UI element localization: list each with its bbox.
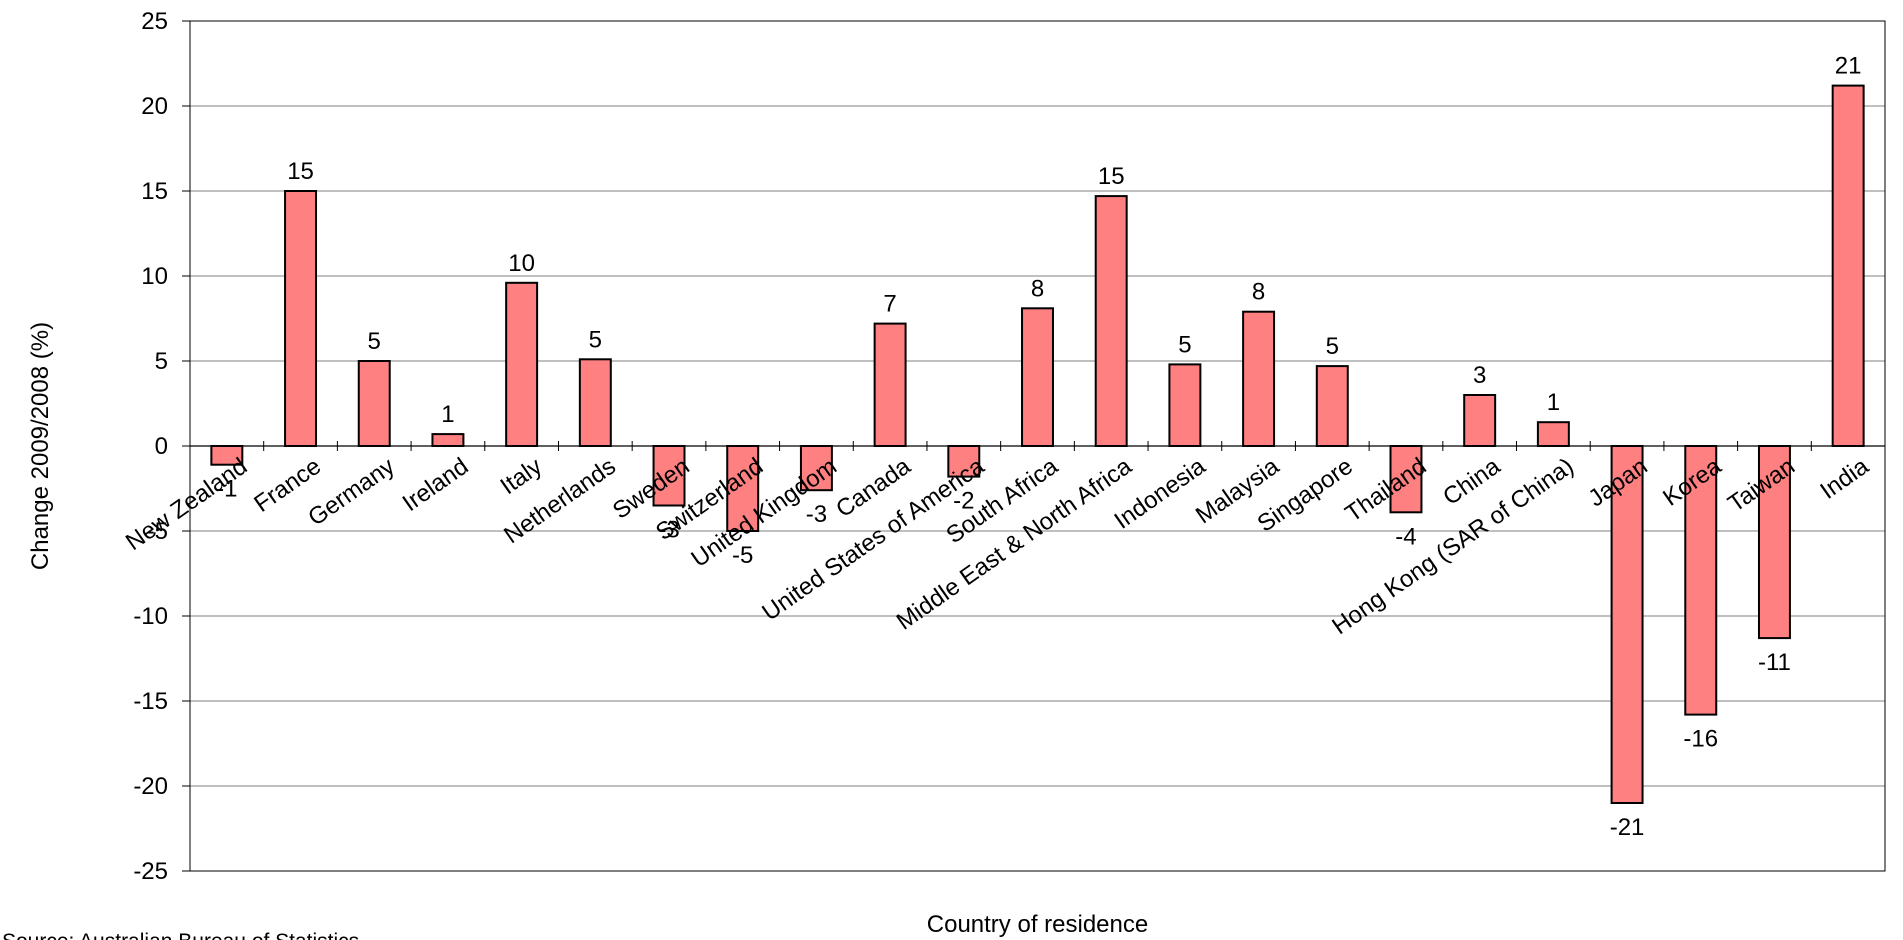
data-label: 3: [1473, 362, 1486, 389]
y-tick-label: 25: [141, 8, 168, 35]
x-tick-label: India: [1815, 452, 1874, 504]
bar: [1831, 84, 1865, 447]
y-tick-label: 20: [141, 93, 168, 120]
y-tick-label: -10: [133, 603, 168, 630]
y-tick-label: 15: [141, 178, 168, 205]
data-label: 15: [1098, 163, 1125, 190]
y-tick-label: -5: [147, 518, 168, 545]
x-axis-title: Country of residence: [927, 911, 1148, 938]
plot-area-border: [189, 20, 1886, 872]
data-label: 15: [287, 158, 314, 185]
bar: [284, 190, 318, 447]
data-label: -3: [806, 501, 827, 528]
bar: [1757, 445, 1791, 640]
bar: [578, 358, 612, 447]
y-tick-label: -20: [133, 773, 168, 800]
data-label: 8: [1031, 275, 1044, 302]
bar: [726, 445, 760, 532]
bar: [357, 360, 391, 447]
bar: [1242, 310, 1276, 448]
bar: [1536, 421, 1570, 448]
y-tick-label: -25: [133, 858, 168, 885]
y-axis-title: Change 2009/2008 (%): [27, 322, 54, 570]
data-label: 7: [883, 291, 896, 318]
data-label: -2: [953, 488, 974, 515]
x-tick-label: New Zealand: [121, 453, 252, 556]
data-label: 5: [589, 326, 602, 353]
data-label: 21: [1835, 53, 1862, 80]
data-label: -16: [1683, 726, 1718, 753]
data-label: 5: [1326, 333, 1339, 360]
bar: [1094, 195, 1128, 447]
data-label: 10: [508, 250, 535, 277]
data-label: -4: [1395, 523, 1416, 550]
bar: [873, 322, 907, 448]
data-label: 8: [1252, 279, 1265, 306]
bar: [1463, 394, 1497, 447]
data-label: -3: [658, 517, 679, 544]
bar: [1315, 365, 1349, 448]
bar: [1389, 445, 1423, 514]
y-tick-label: -15: [133, 688, 168, 715]
bar: [1168, 363, 1202, 447]
source-note: Source: Australian Bureau of Statistics: [2, 930, 359, 940]
bar: [947, 445, 981, 478]
data-label: 5: [368, 328, 381, 355]
y-tick-label: 5: [155, 348, 168, 375]
bar: [652, 445, 686, 507]
data-label: -21: [1610, 814, 1645, 841]
data-labels: -1 15 5 1 10 5 -3 -5 -3 7 -2 8 15 5 8 5 -4 3 1 -21 -16 -11 21: [216, 53, 1861, 841]
bar: [1684, 445, 1718, 716]
bar: [210, 445, 244, 466]
data-label: 1: [1547, 389, 1560, 416]
data-label: -1: [216, 476, 237, 503]
data-label: 1: [441, 401, 454, 428]
y-tick-label: 0: [155, 433, 168, 460]
x-tick-label: Ireland: [398, 453, 474, 517]
bar: [799, 445, 833, 492]
bar: [1021, 307, 1054, 447]
data-label: 5: [1178, 331, 1191, 358]
bar: [505, 281, 539, 447]
bar: [431, 433, 465, 448]
bar: [1610, 445, 1644, 804]
y-tick-label: 10: [141, 263, 168, 290]
data-label: -5: [732, 542, 753, 569]
x-tick-label: Italy: [496, 453, 548, 500]
bars: [210, 84, 1865, 804]
data-label: -11: [1758, 649, 1791, 676]
